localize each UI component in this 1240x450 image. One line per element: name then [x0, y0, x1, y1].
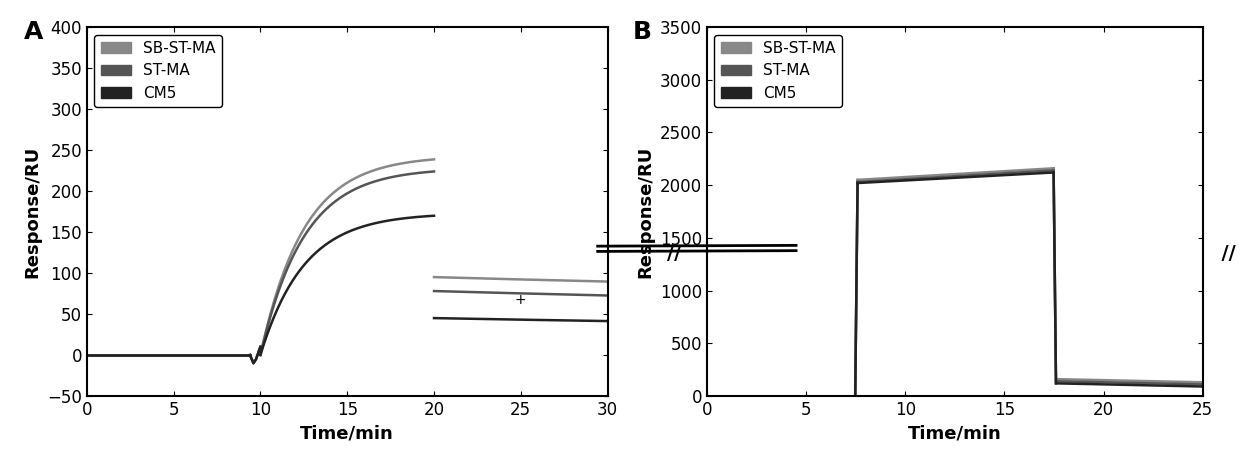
Y-axis label: Response/RU: Response/RU [24, 145, 41, 278]
Text: +: + [515, 293, 527, 307]
X-axis label: Time/min: Time/min [300, 424, 394, 442]
Text: A: A [25, 20, 43, 44]
Y-axis label: Response/RU: Response/RU [636, 145, 655, 278]
Text: //: // [1208, 244, 1235, 263]
X-axis label: Time/min: Time/min [908, 424, 1002, 442]
Text: B: B [632, 20, 651, 44]
Legend: SB-ST-MA, ST-MA, CM5: SB-ST-MA, ST-MA, CM5 [714, 35, 842, 107]
Legend: SB-ST-MA, ST-MA, CM5: SB-ST-MA, ST-MA, CM5 [94, 35, 222, 107]
Text: //: // [667, 244, 681, 263]
